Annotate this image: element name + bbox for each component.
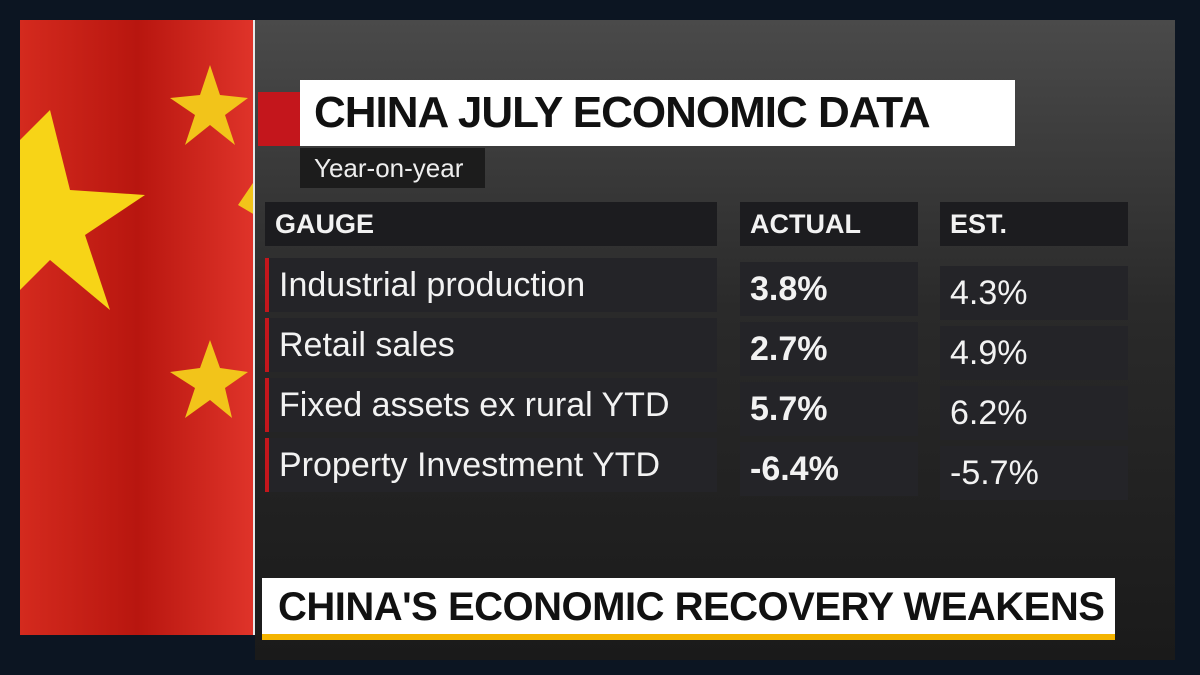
table-cell: 4.3% — [940, 266, 1128, 320]
table-cell: Property Investment YTD — [265, 438, 717, 492]
title: CHINA JULY ECONOMIC DATA — [300, 80, 1015, 146]
table-cell: 6.2% — [940, 386, 1128, 440]
table-cell: 3.8% — [740, 262, 918, 316]
table-cell: 4.9% — [940, 326, 1128, 380]
table-cell: Fixed assets ex rural YTD — [265, 378, 717, 432]
table-cell: Industrial production — [265, 258, 717, 312]
table-cell: -5.7% — [940, 446, 1128, 500]
column-header: EST. — [940, 202, 1128, 246]
table-cell: Retail sales — [265, 318, 717, 372]
table-cell: 5.7% — [740, 382, 918, 436]
subtitle: Year-on-year — [300, 148, 485, 188]
flag — [20, 20, 255, 635]
table-cell: 2.7% — [740, 322, 918, 376]
headline: CHINA'S ECONOMIC RECOVERY WEAKENS — [262, 578, 1115, 640]
accent — [258, 92, 300, 146]
table-cell: -6.4% — [740, 442, 918, 496]
column-header: ACTUAL — [740, 202, 918, 246]
column-header: GAUGE — [265, 202, 717, 246]
